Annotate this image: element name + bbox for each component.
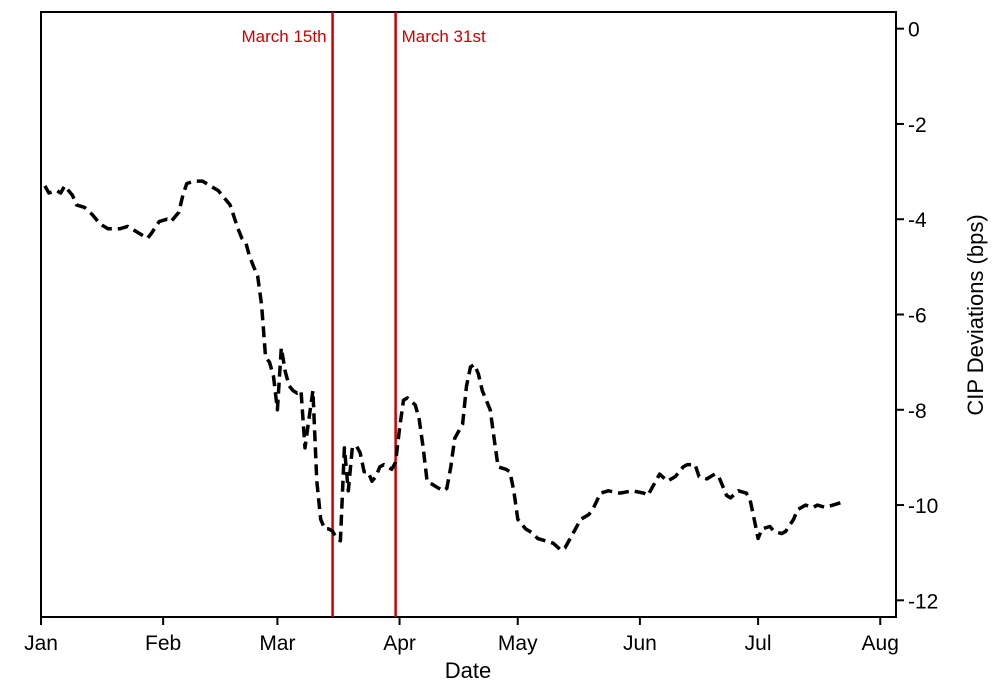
- x-axis-title: Date: [445, 658, 491, 683]
- y-axis-title: CIP Deviations (bps): [963, 214, 988, 415]
- y-tick-label: -4: [908, 209, 927, 232]
- y-tick-label: -6: [908, 305, 927, 328]
- x-axis: Jan Feb Mar Apr May Jun Jul Aug: [24, 617, 899, 655]
- x-tick-label: Aug: [862, 632, 899, 655]
- x-tick-label: Jul: [745, 632, 772, 655]
- x-tick-label: Jun: [623, 632, 657, 655]
- event-line-label: March 31st: [402, 27, 486, 46]
- x-tick-label: Mar: [259, 632, 295, 655]
- event-line-label: March 15th: [242, 27, 327, 46]
- y-tick-label: -12: [908, 590, 938, 613]
- x-tick-label: May: [498, 632, 538, 655]
- series-layer: [43, 179, 842, 553]
- x-tick-label: Jan: [24, 632, 58, 655]
- y-axis: 0 -2 -4 -6 -8 -10 -12: [896, 19, 938, 613]
- x-tick-label: Apr: [383, 632, 416, 655]
- x-tick-label: Feb: [145, 632, 181, 655]
- event-lines: March 15th March 31st: [242, 12, 486, 617]
- y-tick-label: 0: [908, 19, 920, 42]
- series-line: [43, 179, 842, 553]
- y-tick-label: -10: [908, 495, 938, 518]
- y-tick-label: -8: [908, 400, 927, 423]
- y-tick-label: -2: [908, 114, 927, 137]
